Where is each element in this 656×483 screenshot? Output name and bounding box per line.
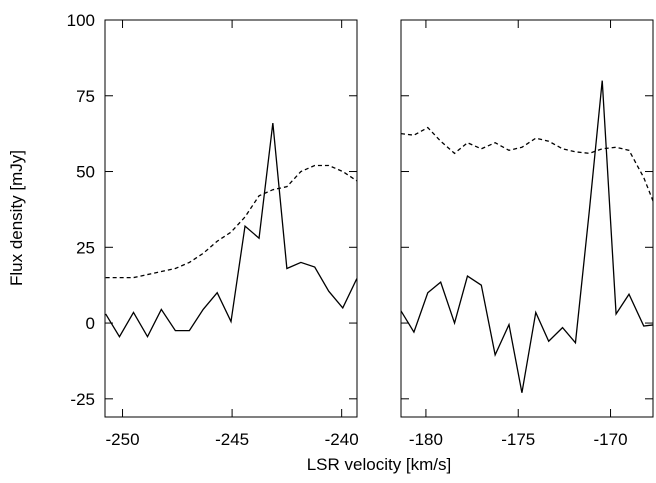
x-tick-label: -250	[106, 430, 140, 449]
x-axis-label: LSR velocity [km/s]	[307, 455, 452, 474]
data-line	[105, 122, 357, 339]
plot-area	[105, 122, 357, 339]
frame	[104, 19, 358, 418]
data-line	[401, 126, 653, 203]
x-tick-label: -170	[594, 430, 628, 449]
x-tick-label: -175	[501, 430, 535, 449]
plot-area	[401, 80, 653, 393]
x-tick-label: -240	[325, 430, 359, 449]
y-tick-label: 50	[76, 163, 95, 182]
data-line	[105, 164, 357, 279]
y-tick-label: 25	[76, 238, 95, 257]
y-tick-label: 100	[67, 11, 95, 30]
y-tick-label: 0	[86, 314, 95, 333]
y-axis-label: Flux density [mJy]	[7, 150, 26, 286]
x-tick-label: -180	[409, 430, 443, 449]
data-line	[401, 80, 653, 393]
x-tick-label: -245	[215, 430, 249, 449]
y-tick-label: -25	[70, 390, 95, 409]
y-tick-label: 75	[76, 87, 95, 106]
frame	[400, 19, 654, 418]
